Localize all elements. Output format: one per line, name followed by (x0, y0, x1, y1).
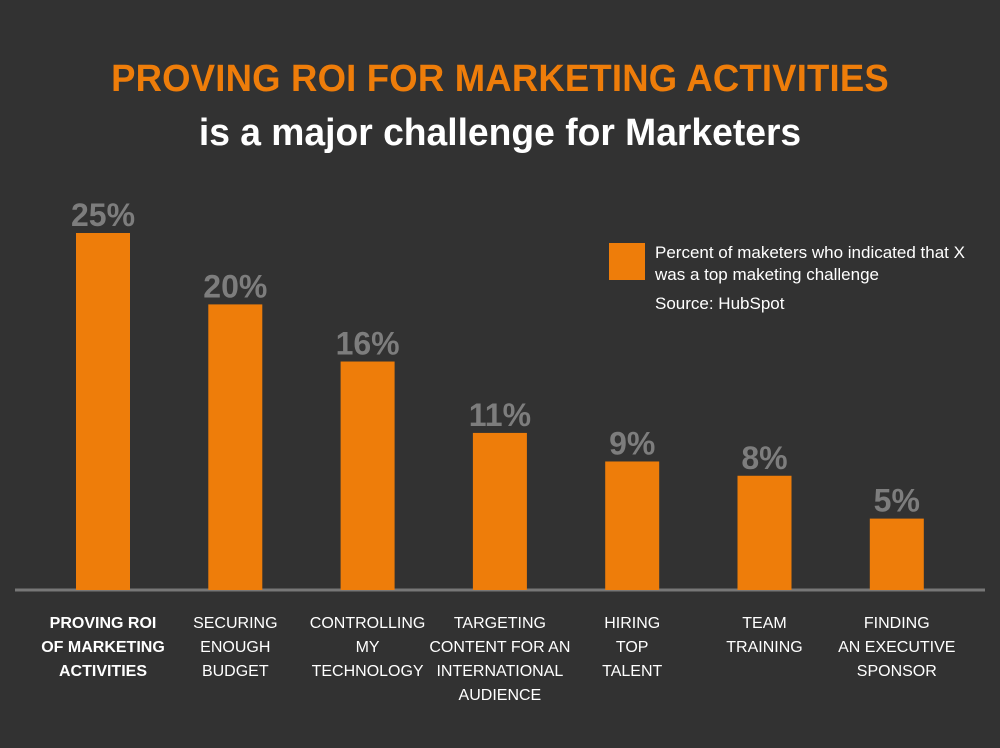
bar (472, 432, 527, 590)
category-label: CONTROLLING MY TECHNOLOGY (309, 615, 426, 680)
chart-subtitle: is a major challenge for Marketers (198, 112, 802, 154)
category-label: TARGETING CONTENT FOR AN INTERNATIONAL A… (429, 615, 571, 704)
bar-value-label: 16% (336, 326, 400, 362)
category-label: FINDING AN EXECUTIVE SPONSOR (838, 615, 956, 680)
bar-value-label: 8% (741, 440, 787, 476)
bar-value-label: 9% (609, 425, 655, 461)
bar (737, 475, 792, 590)
bar (340, 361, 395, 590)
bar-value-label: 25% (71, 197, 135, 233)
legend-label: Percent of maketers who indicated that X… (655, 243, 965, 284)
category-label: HIRING TOP TALENT (602, 615, 663, 680)
legend-source: Source: HubSpot (655, 294, 785, 313)
bar-value-label: 11% (469, 397, 531, 433)
category-label: TEAM TRAINING (726, 615, 803, 656)
bar-value-label: 5% (874, 483, 920, 519)
bar (869, 518, 924, 590)
bar-value-label: 20% (203, 268, 267, 304)
category-label: SECURING ENOUGH BUDGET (193, 615, 278, 680)
chart-title: PROVING ROI FOR MARKETING ACTIVITIES (111, 58, 889, 100)
legend-swatch (609, 243, 645, 280)
bar (76, 233, 130, 590)
bar (208, 304, 263, 590)
bar (605, 461, 660, 590)
category-label: PROVING ROI OF MARKETING ACTIVITIES (41, 615, 165, 680)
